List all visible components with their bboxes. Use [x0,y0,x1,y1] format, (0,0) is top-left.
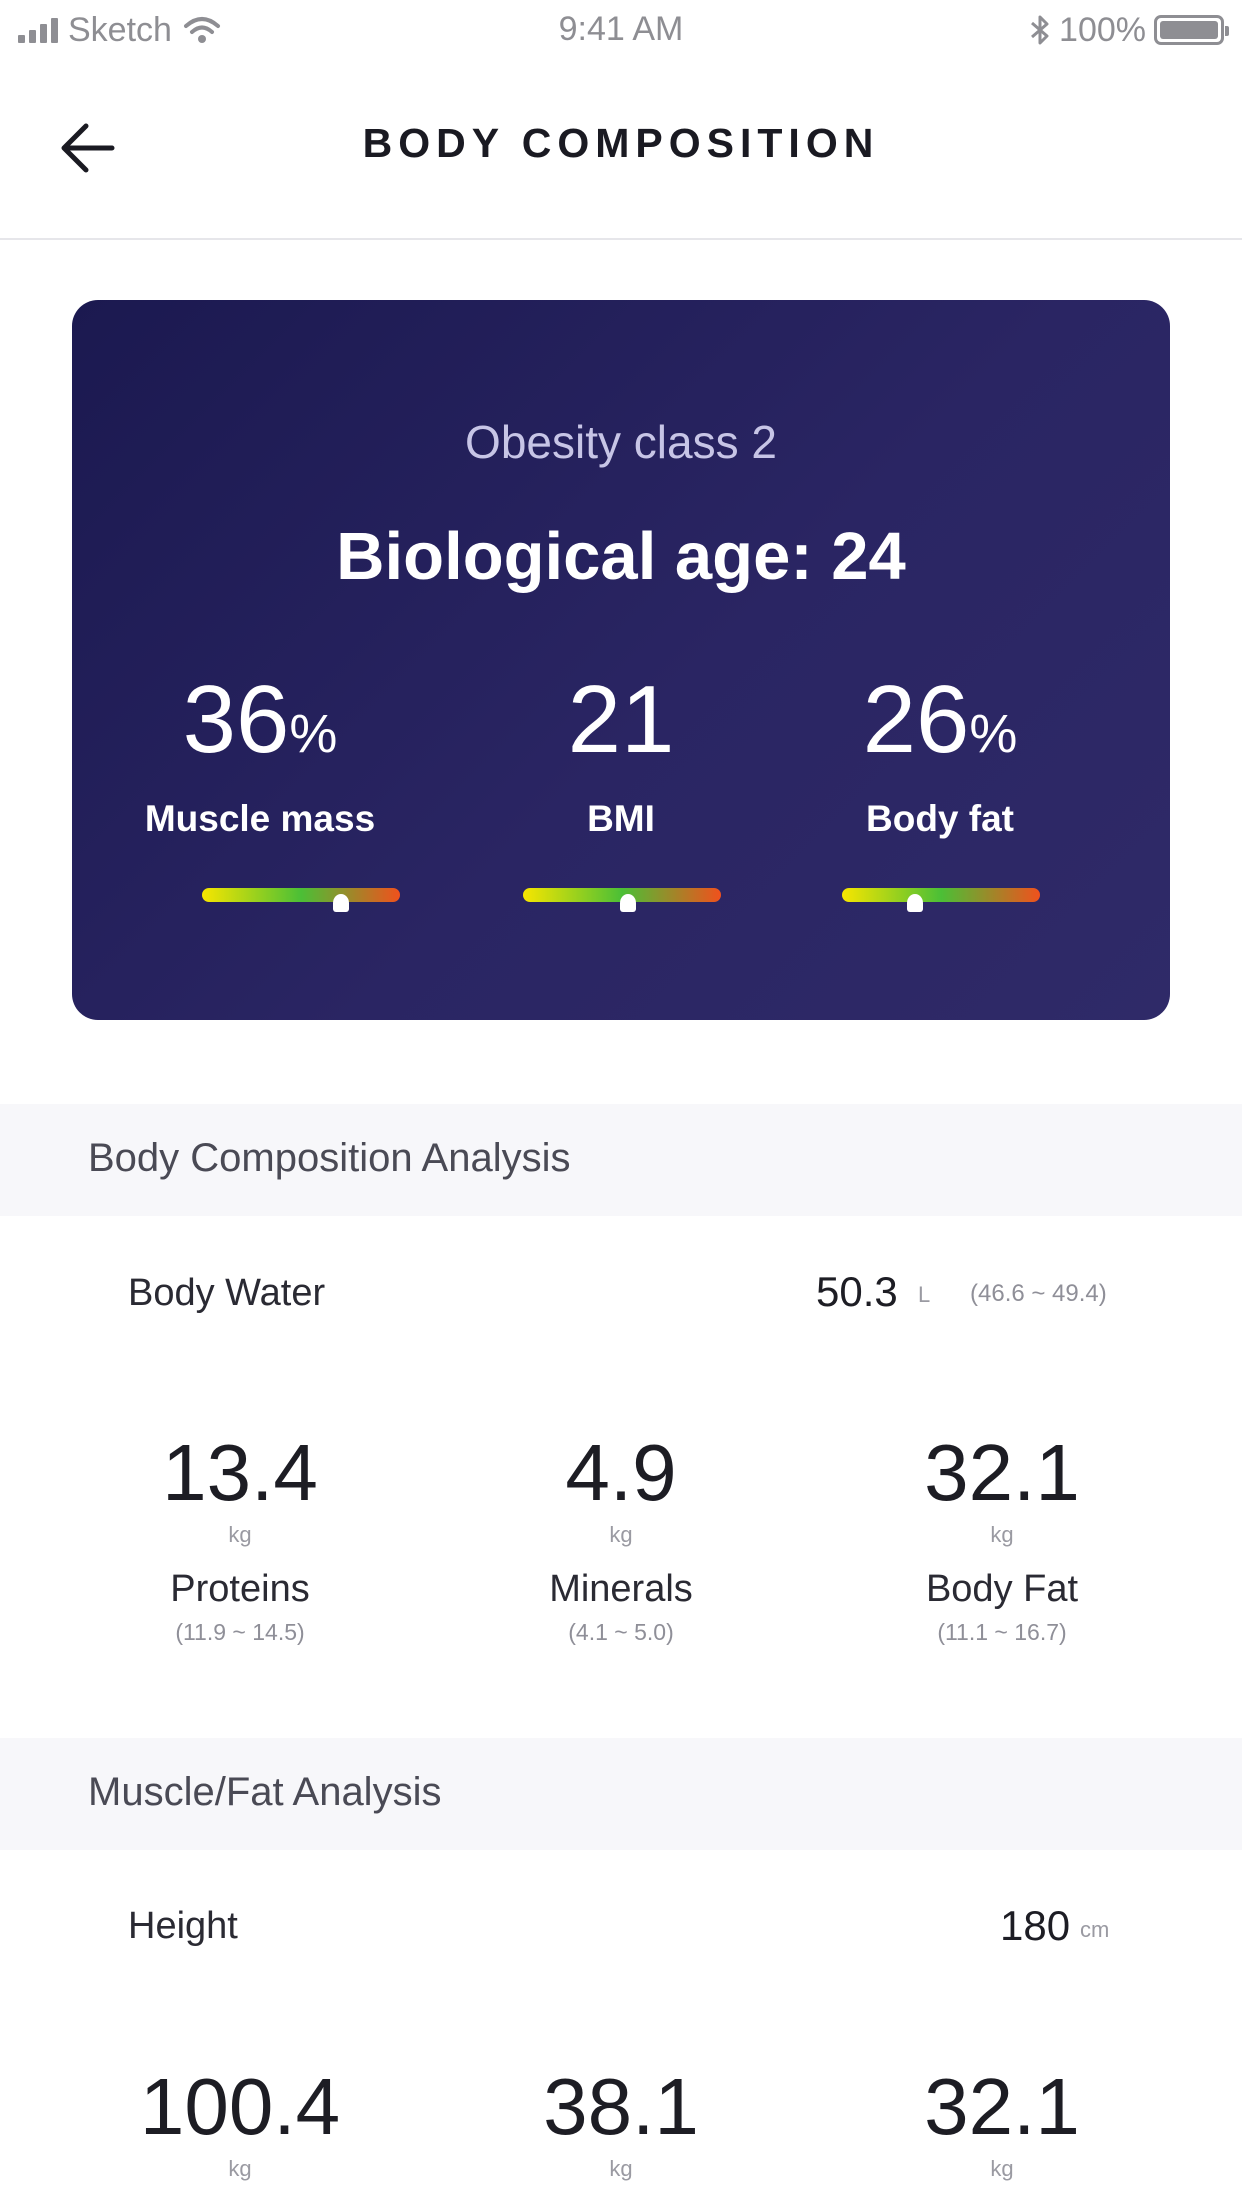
body-fat-stat: 32.1 kg Body Fat (11.1 ~ 16.7) [812,1430,1192,1646]
stat-unit: kg [990,1522,1014,1547]
status-bar: Sketch 9:41 AM 100% [0,0,1242,60]
summary-card: Obesity class 2 Biological age: 24 36% M… [72,300,1170,1020]
biological-age: Biological age: 24 [336,519,906,594]
muscle-mass-metric: 36% Muscle mass [100,670,420,840]
metric-unit: % [289,704,338,764]
stat-value: 100.4 [139,2062,341,2151]
stat-unit: kg [228,2156,252,2181]
stat-unit: kg [228,1522,252,1547]
status-time: 9:41 AM [558,10,684,48]
muscle-fat-stat: 100.4 kg [50,2064,430,2182]
muscle-fat-stat: 38.1 kg [431,2064,811,2182]
body-composition-header: Body Composition Analysis [0,1104,1242,1216]
bluetooth-icon [1031,15,1049,45]
body-water-unit: L [918,1282,931,1307]
gauge-marker [907,894,924,912]
stat-value: 13.4 [162,1428,318,1517]
bmi-gauge [523,888,721,912]
body-water-range: (46.6 ~ 49.4) [970,1280,1107,1307]
stat-value: 32.1 [924,1428,1080,1517]
carrier-label: Sketch [68,10,172,49]
muscle-fat-stat: 32.1 kg [812,2064,1192,2182]
height-unit: cm [1080,1917,1110,1942]
metric-value: 26 [862,666,970,773]
metric-label: Muscle mass [144,798,376,839]
battery-icon [1154,15,1229,45]
status-right: 100% [1029,10,1229,50]
metric-value: 36 [182,666,290,773]
stat-unit: kg [609,2156,633,2181]
body-water-label: Body Water [128,1272,326,1314]
muscle-mass-gauge [202,888,400,912]
status-left: Sketch [18,10,222,50]
wifi-icon [183,17,220,43]
arrow-left-icon [61,123,115,173]
bmi-metric: 21 BMI [461,670,781,840]
stat-range: (11.9 ~ 14.5) [175,1619,305,1645]
stat-value: 4.9 [565,1428,677,1517]
page-title: BODY COMPOSITION [362,120,880,166]
stat-unit: kg [609,1522,633,1547]
body-water-value: 50.3 [816,1268,898,1315]
metric-unit: % [969,704,1018,764]
muscle-fat-header: Muscle/Fat Analysis [0,1738,1242,1850]
height-value: 180 [1000,1902,1071,1949]
stat-label: Body Fat [925,1568,1079,1610]
gauge-marker [332,894,349,912]
battery-percent: 100% [1059,10,1146,49]
proteins-stat: 13.4 kg Proteins (11.9 ~ 14.5) [50,1430,430,1646]
signal-icon [18,17,58,43]
metric-label: BMI [587,798,655,839]
stat-value: 32.1 [924,2062,1080,2151]
stat-range: (11.1 ~ 16.7) [937,1619,1067,1645]
minerals-stat: 4.9 kg Minerals (4.1 ~ 5.0) [431,1430,811,1646]
body-fat-gauge [842,888,1040,912]
stat-range: (4.1 ~ 5.0) [568,1619,674,1645]
metric-value: 21 [567,666,675,773]
gauge-marker [619,894,636,912]
metric-label: Body fat [866,798,1014,839]
stat-value: 38.1 [543,2062,699,2151]
stat-label: Proteins [170,1568,310,1610]
back-button[interactable] [48,108,128,188]
height-label: Height [128,1905,238,1947]
obesity-class: Obesity class 2 [465,416,777,468]
stat-unit: kg [990,2156,1014,2181]
body-fat-metric: 26% Body fat [780,670,1100,840]
section-title: Body Composition Analysis [88,1136,571,1180]
nav-bar: BODY COMPOSITION [0,60,1242,240]
section-title: Muscle/Fat Analysis [88,1770,442,1814]
stat-label: Minerals [549,1568,693,1610]
